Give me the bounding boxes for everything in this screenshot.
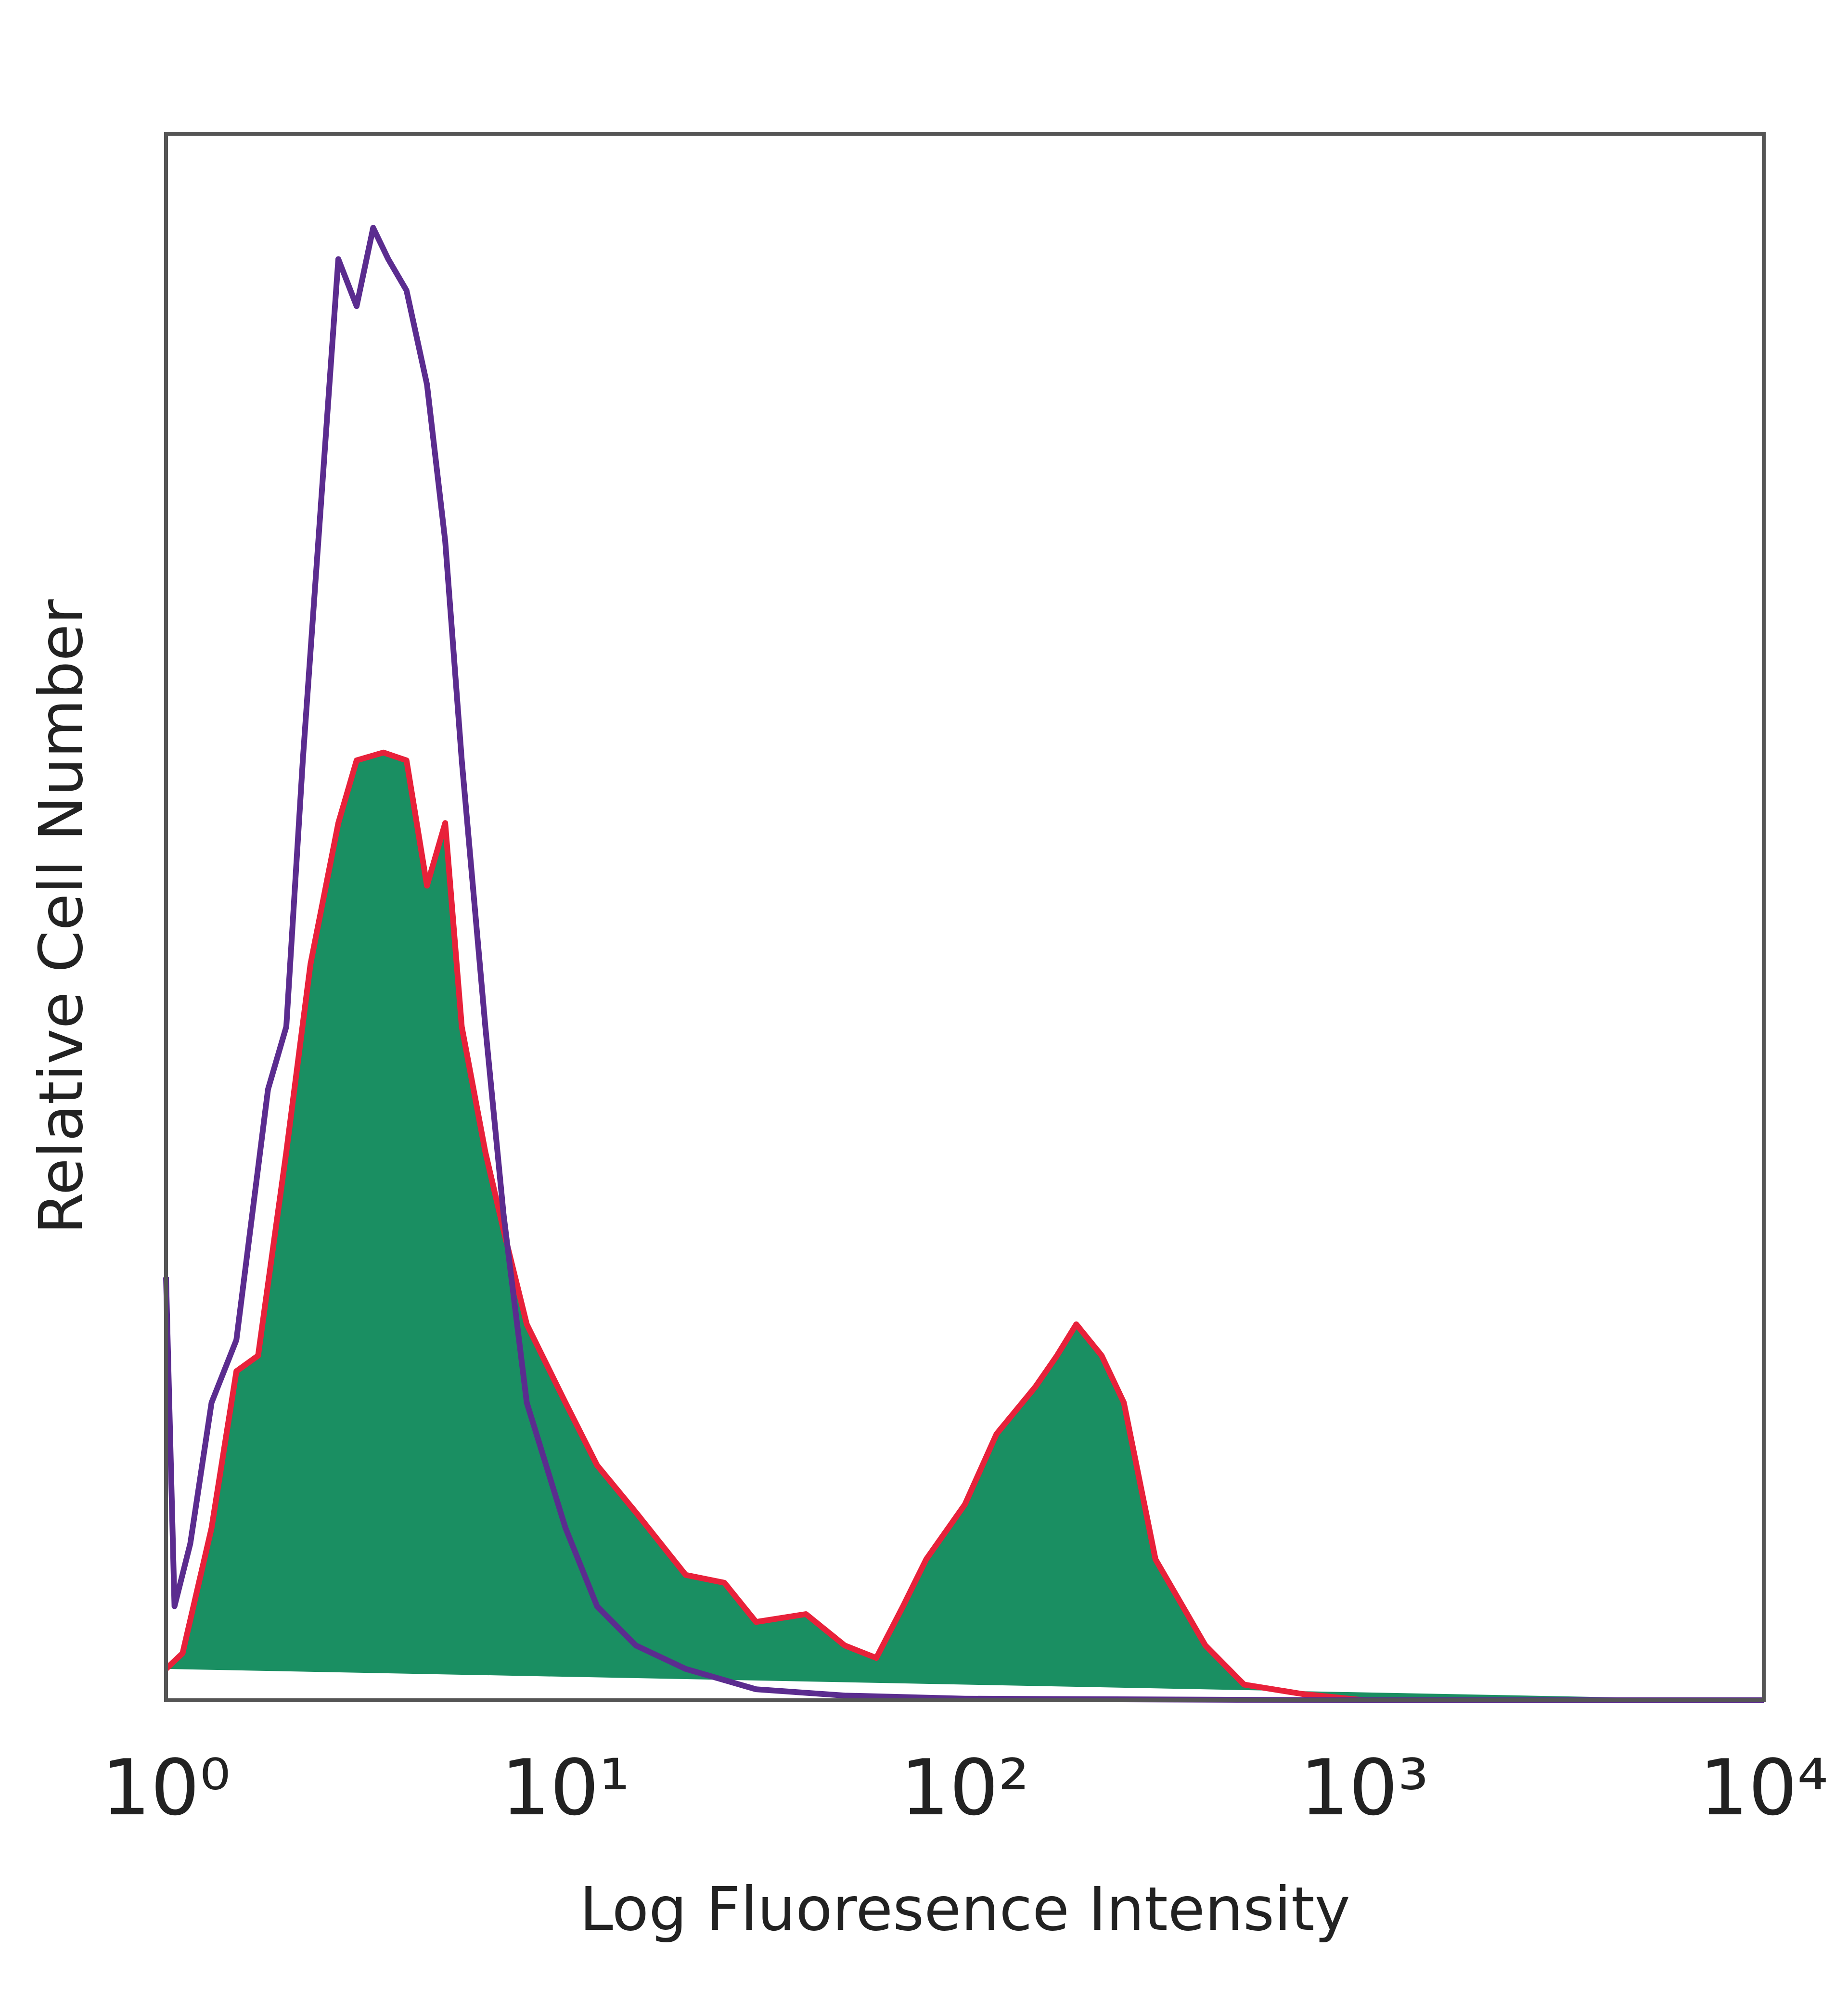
x-tick-label: 10⁴: [1699, 1743, 1828, 1833]
y-axis-label: Relative Cell Number: [26, 599, 96, 1234]
x-tick-label: 10⁰: [102, 1743, 231, 1833]
x-tick-label: 10³: [1300, 1743, 1429, 1833]
filled-area: [166, 752, 1764, 1700]
histogram-line: [164, 749, 1764, 1703]
histogram-line: [163, 225, 1764, 1703]
plot-frame: [164, 132, 1766, 1702]
x-axis-label: Log Fluoresence Intensity: [579, 1874, 1350, 1944]
x-tick-label: 10¹: [501, 1743, 630, 1833]
x-tick-label: 10²: [900, 1743, 1029, 1833]
